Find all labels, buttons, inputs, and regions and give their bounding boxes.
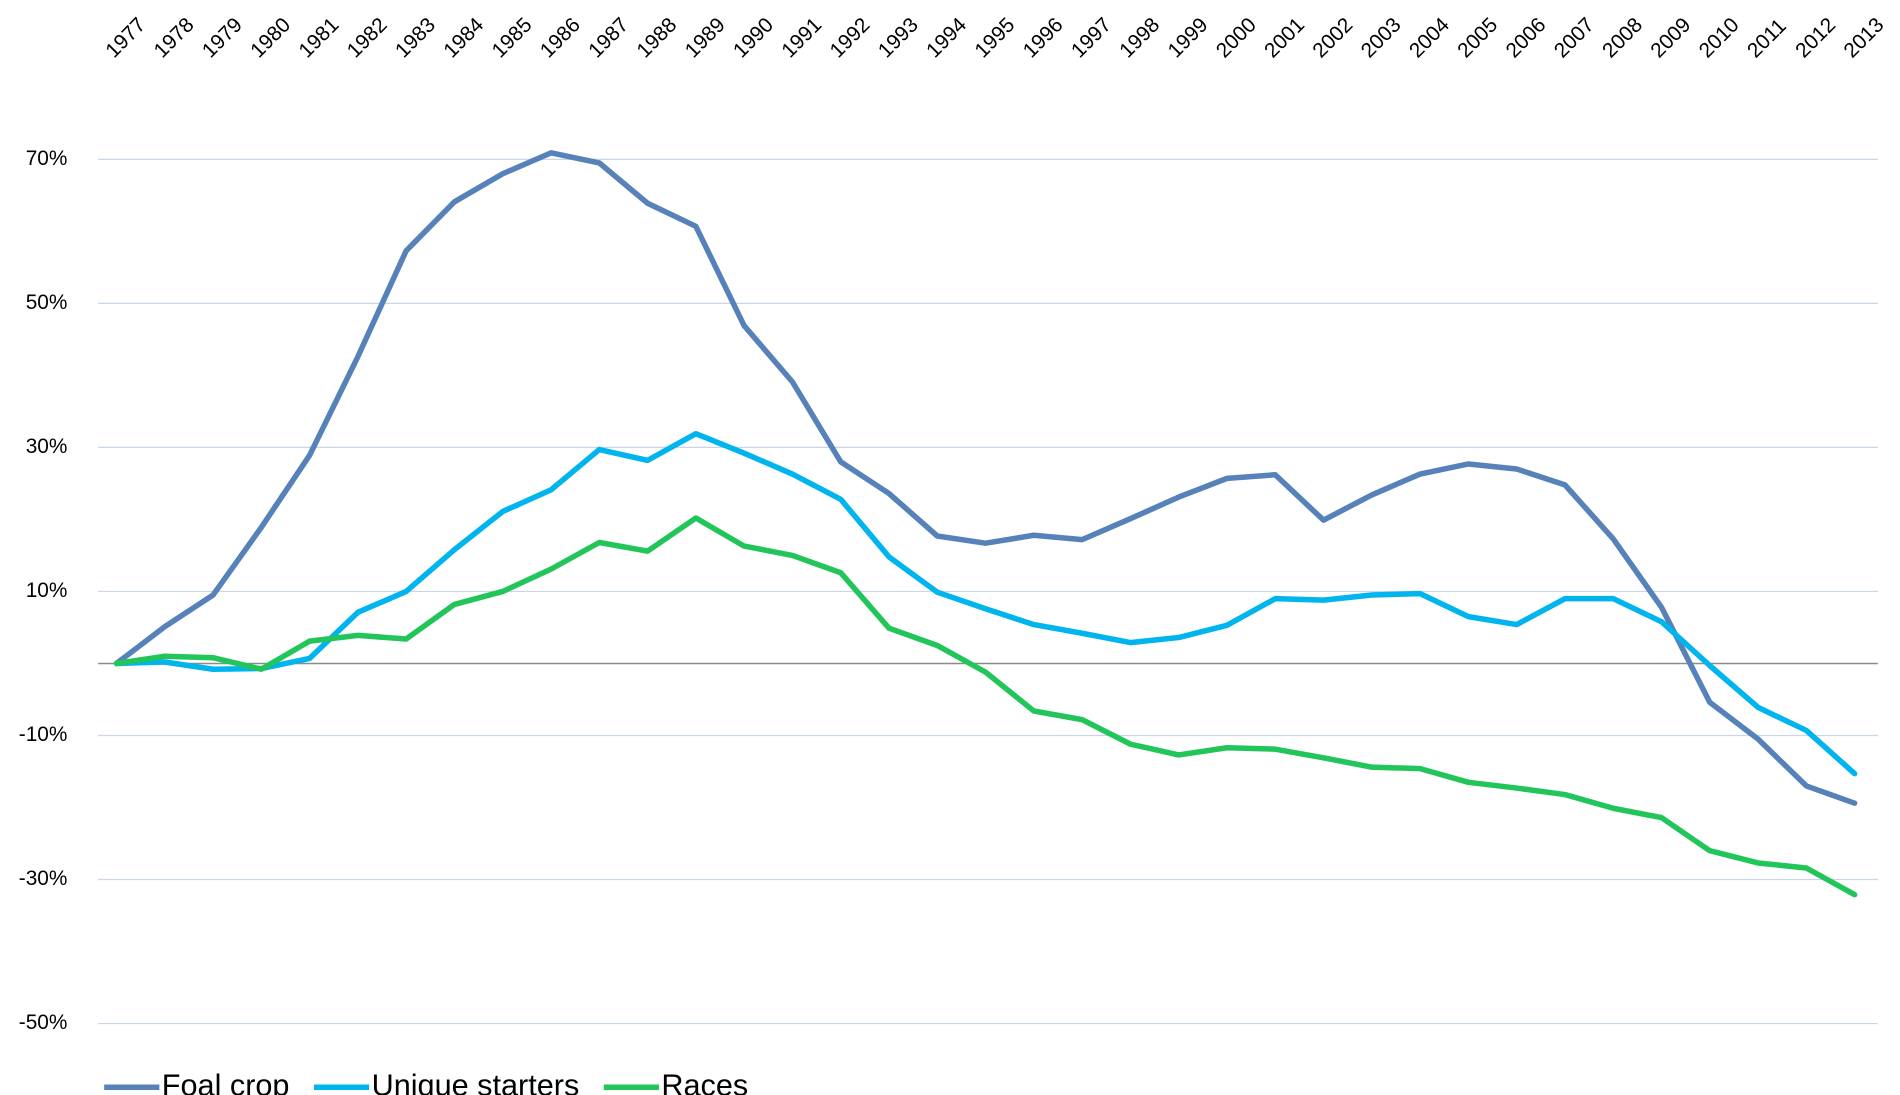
x-tick-label: 2005 [1453, 13, 1502, 62]
x-tick-label: 1997 [1067, 13, 1116, 62]
x-tick-label: 1982 [343, 13, 392, 62]
series-line [113, 150, 1858, 806]
x-tick-label: 2013 [1839, 13, 1888, 62]
y-tick-label: -30% [19, 867, 68, 890]
plot-area: 70% 50% 30% 10% -10% -30% -50% 1977 1978 1979 1980… [19, 13, 1889, 1095]
x-tick-label: 1981 [294, 13, 343, 62]
legend-label: Foal crop [162, 1068, 290, 1095]
y-tick-label: 50% [26, 291, 68, 314]
x-tick-label: 1994 [922, 13, 971, 62]
x-tick-label: 2002 [1308, 13, 1357, 62]
x-tick-label: 1979 [198, 13, 247, 62]
x-tick-label: 2008 [1598, 13, 1647, 62]
x-tick-label: 1999 [1163, 13, 1212, 62]
x-tick-label: 1993 [874, 13, 923, 62]
x-tick-label: 2006 [1501, 13, 1550, 62]
x-tick-label: 2001 [1260, 13, 1309, 62]
legend-label: Races [661, 1068, 748, 1095]
x-tick-label: 1998 [1115, 13, 1164, 62]
x-tick-label: 1996 [1019, 13, 1068, 62]
x-tick-label: 1991 [777, 13, 826, 62]
x-tick-label: 1990 [729, 13, 778, 62]
y-tick-label: 30% [26, 435, 68, 458]
x-tick-label: 1980 [246, 13, 295, 62]
y-tick-label: 10% [26, 579, 68, 602]
legend-label: Unique starters [372, 1068, 580, 1095]
x-tick-label: 2003 [1357, 13, 1406, 62]
x-tick-label: 1992 [826, 13, 875, 62]
x-tick-label: 1983 [391, 13, 440, 62]
series-line [113, 515, 1858, 898]
grid [98, 158, 1878, 1025]
x-tick-label: 1987 [584, 13, 633, 62]
y-tick-label: -50% [19, 1011, 68, 1034]
x-tick-label: 1977 [101, 13, 150, 62]
x-tick-label: 1984 [439, 13, 488, 62]
x-tick-label: 2000 [1212, 13, 1261, 62]
x-tick-label: 1995 [970, 13, 1019, 62]
y-tick-label: -10% [19, 723, 68, 746]
x-tick-label: 1985 [488, 13, 537, 62]
x-tick-label: 2007 [1550, 13, 1599, 62]
x-tick-label: 1989 [681, 13, 730, 62]
legend: Foal crop Unique starters Races [104, 1068, 748, 1095]
x-tick-label: 2009 [1646, 13, 1695, 62]
x-tick-label: 1986 [536, 13, 585, 62]
x-tick-label: 2010 [1695, 13, 1744, 62]
x-tick-label: 1978 [150, 13, 199, 62]
series-line [113, 430, 1858, 777]
x-tick-label: 2012 [1791, 13, 1840, 62]
y-tick-label: 70% [26, 147, 68, 170]
x-tick-label: 1988 [632, 13, 681, 62]
x-tick-label: 2011 [1743, 14, 1791, 62]
x-tick-label: 2004 [1405, 13, 1454, 62]
